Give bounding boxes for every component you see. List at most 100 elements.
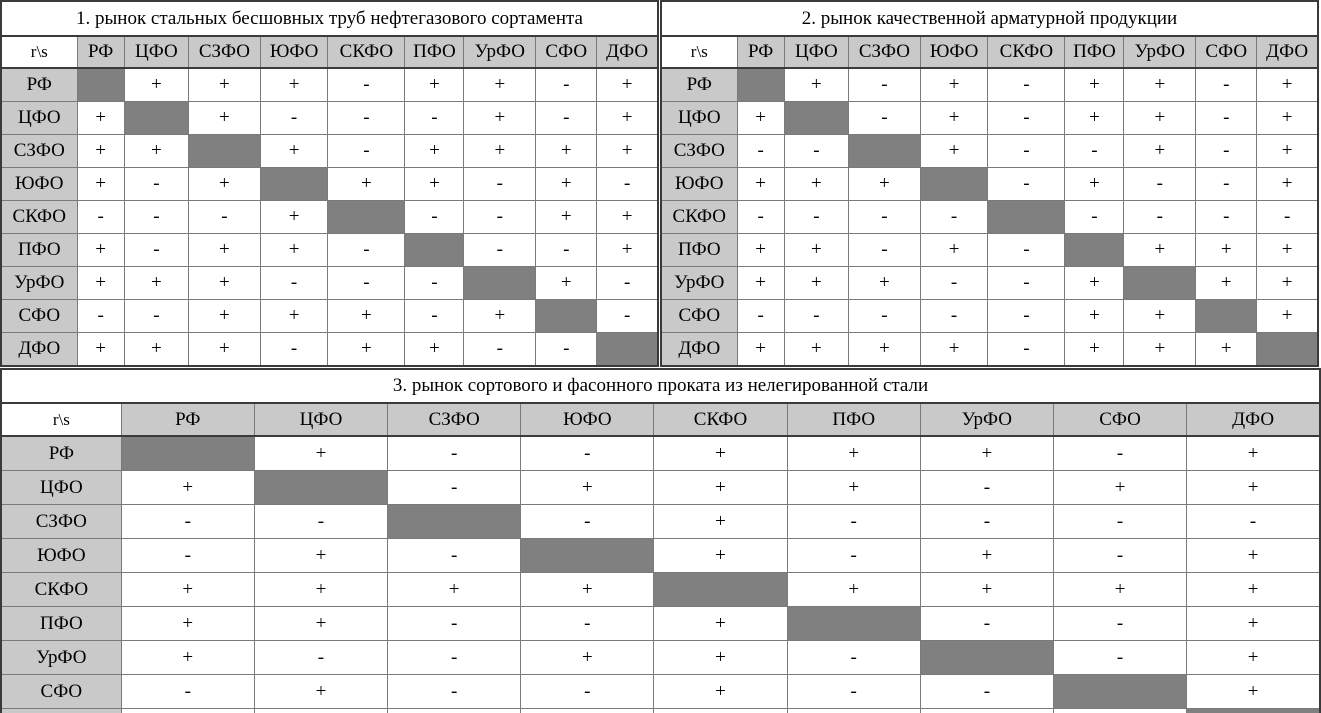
- row-header-ДФО: ДФО: [0, 708, 122, 713]
- row-header-СКФО: СКФО: [0, 200, 78, 234]
- matrix-cell-ПФО-ЦФО: -: [123, 233, 190, 267]
- table-row: ПФО + + - - + - - +: [0, 606, 1321, 641]
- matrix-cell-РФ-ДФО: +: [1186, 435, 1321, 471]
- matrix-cell-УрФО-СЗФО: +: [848, 266, 921, 300]
- table-row: ЮФО + + + - + - - +: [660, 167, 1319, 201]
- matrix-cell-ДФО-РФ: +: [120, 708, 255, 713]
- column-header-ДФО: ДФО: [1186, 402, 1321, 437]
- matrix-cell-ПФО-ЮФО: -: [520, 606, 655, 641]
- matrix-cell-ЮФО-ЦФО: +: [783, 167, 850, 201]
- matrix-cell-УрФО-СЗФО: -: [387, 640, 522, 675]
- row-header-СФО: СФО: [660, 299, 738, 333]
- matrix-cell-СЗФО-ПФО: +: [404, 134, 465, 168]
- matrix-cell-ПФО-ЦФО: +: [253, 606, 389, 641]
- matrix-title: 2. рынок качественной арматурной продукц…: [660, 0, 1319, 37]
- matrix-cell-СФО-РФ: -: [76, 299, 125, 333]
- diagonal-cell: [736, 67, 785, 102]
- diagonal-cell: [327, 200, 406, 234]
- matrix-cell-ПФО-СКФО: -: [987, 233, 1066, 267]
- matrix-cell-ЦФО-СКФО: +: [653, 470, 788, 505]
- table-row: СКФО - - - - - - - -: [660, 200, 1319, 234]
- matrix-cell-РФ-СФО: -: [1052, 435, 1188, 471]
- column-header-СКФО: СКФО: [653, 402, 788, 437]
- matrix-cell-СФО-РФ: -: [736, 299, 785, 333]
- diagonal-cell: [520, 538, 655, 573]
- table-row: СЗФО + + + - + + + +: [0, 134, 659, 168]
- table-2-container: 2. рынок качественной арматурной продукц…: [660, 0, 1319, 367]
- matrix-cell-РФ-СКФО: +: [653, 435, 788, 471]
- matrix-cell-ЦФО-РФ: +: [76, 101, 125, 135]
- matrix-cell-ДФО-РФ: +: [76, 332, 125, 367]
- matrix-cell-ЮФО-ЦФО: -: [123, 167, 190, 201]
- matrix-cell-ДФО-ЮФО: -: [259, 332, 329, 367]
- table-row: РФ + + + - + + - +: [0, 67, 659, 102]
- matrix-cell-ЦФО-ДФО: +: [596, 101, 659, 135]
- matrix-cell-СКФО-ДФО: +: [1186, 572, 1321, 607]
- matrix-cell-ЮФО-СЗФО: +: [188, 167, 261, 201]
- matrix-cell-УрФО-РФ: +: [120, 640, 255, 675]
- matrix-cell-ЦФО-СФО: -: [1195, 101, 1258, 135]
- matrix-cell-РФ-ЮФО: -: [520, 435, 655, 471]
- matrix-cell-ЦФО-СКФО: -: [987, 101, 1066, 135]
- matrix-cell-УрФО-ПФО: +: [1064, 266, 1125, 300]
- row-header-УрФО: УрФО: [0, 640, 122, 675]
- table-row: ДФО + + + + - + + +: [660, 332, 1319, 367]
- matrix-cell-ДФО-СКФО: +: [653, 708, 788, 713]
- row-header-ДФО: ДФО: [660, 332, 738, 367]
- matrix-cell-СКФО-ПФО: -: [404, 200, 465, 234]
- row-header-ПФО: ПФО: [0, 233, 78, 267]
- matrix-cell-СФО-УрФО: +: [463, 299, 537, 333]
- diagonal-cell: [653, 572, 788, 607]
- diagonal-cell: [1195, 299, 1258, 333]
- matrix-cell-ЦФО-УрФО: +: [463, 101, 537, 135]
- column-header-СКФО: СКФО: [327, 35, 406, 69]
- row-header-ЮФО: ЮФО: [0, 538, 122, 573]
- matrix-cell-УрФО-РФ: +: [76, 266, 125, 300]
- matrix-cell-СФО-ЮФО: +: [259, 299, 329, 333]
- column-header-ЮФО: ЮФО: [259, 35, 329, 69]
- diagonal-cell: [188, 134, 261, 168]
- diagonal-cell: [120, 435, 255, 471]
- row-header-ДФО: ДФО: [0, 332, 78, 367]
- matrix-cell-СЗФО-СКФО: +: [653, 504, 788, 539]
- matrix-cell-РФ-УрФО: +: [463, 67, 537, 102]
- matrix-cell-УрФО-СКФО: +: [653, 640, 788, 675]
- diagonal-cell: [253, 470, 389, 505]
- table-row: СЗФО - - - + - - - -: [0, 504, 1321, 539]
- matrix-cell-СЗФО-ДФО: -: [1186, 504, 1321, 539]
- matrix-cell-УрФО-ЮФО: -: [259, 266, 329, 300]
- matrix-cell-РФ-ДФО: +: [1256, 67, 1319, 102]
- matrix-cell-СЗФО-СКФО: -: [327, 134, 406, 168]
- matrix-cell-ЦФО-ЮФО: +: [520, 470, 655, 505]
- matrix-cell-ЦФО-ДФО: +: [1186, 470, 1321, 505]
- matrix-cell-СФО-РФ: -: [120, 674, 255, 709]
- matrix-cell-УрФО-ПФО: -: [404, 266, 465, 300]
- row-header-РФ: РФ: [0, 67, 78, 102]
- matrix-cell-ДФО-СЗФО: +: [848, 332, 921, 367]
- matrix-cell-УрФО-ЦФО: -: [253, 640, 389, 675]
- column-header-ЦФО: ЦФО: [123, 35, 190, 69]
- matrix-cell-СФО-ДФО: -: [596, 299, 659, 333]
- diagonal-cell: [786, 606, 921, 641]
- matrix-cell-СКФО-ЦФО: +: [253, 572, 389, 607]
- matrix-cell-ЮФО-ДФО: -: [596, 167, 659, 201]
- column-header-УрФО: УрФО: [919, 402, 1054, 437]
- row-header-ПФО: ПФО: [660, 233, 738, 267]
- matrix-cell-СФО-СЗФО: -: [848, 299, 921, 333]
- matrix-cell-РФ-УрФО: +: [919, 435, 1054, 471]
- column-header-ДФО: ДФО: [1256, 35, 1319, 69]
- matrix-cell-ДФО-ЦФО: +: [783, 332, 850, 367]
- diagonal-cell: [1064, 233, 1125, 267]
- diagonal-cell: [463, 266, 537, 300]
- matrix-cell-ПФО-СФО: -: [535, 233, 598, 267]
- matrix-cell-РФ-СЗФО: +: [188, 67, 261, 102]
- matrix-cell-СФО-ЦФО: +: [253, 674, 389, 709]
- matrix-cell-СКФО-СЗФО: +: [387, 572, 522, 607]
- row-header-СЗФО: СЗФО: [660, 134, 738, 168]
- matrix-cell-РФ-ПФО: +: [1064, 67, 1125, 102]
- column-header-СФО: СФО: [535, 35, 598, 69]
- matrix-cell-ПФО-СКФО: -: [327, 233, 406, 267]
- matrix-cell-ЦФО-РФ: +: [120, 470, 255, 505]
- diagonal-cell: [1052, 674, 1188, 709]
